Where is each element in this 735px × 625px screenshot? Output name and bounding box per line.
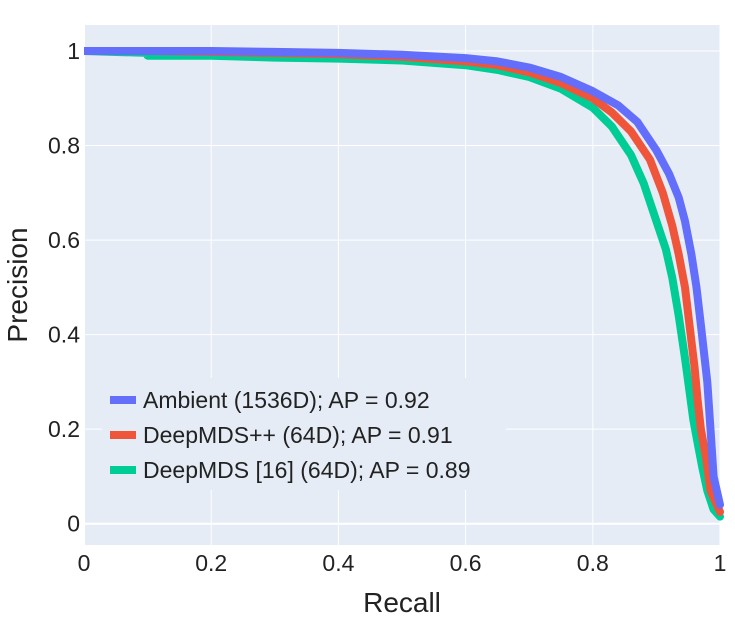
- x-axis-title: Recall: [363, 587, 441, 618]
- series-line: [84, 47, 724, 509]
- y-tick-label: 0: [67, 511, 80, 537]
- y-tick-label: 0.6: [48, 227, 80, 253]
- legend-label: DeepMDS++ (64D); AP = 0.91: [143, 422, 453, 448]
- y-tick-label: 0.8: [48, 133, 80, 159]
- y-tick-labels: 0 0.2 0.4 0.6 0.8 1: [48, 38, 80, 537]
- legend-label: DeepMDS [16] (64D); AP = 0.89: [143, 457, 471, 483]
- x-tick-label: 1: [714, 550, 727, 576]
- x-tick-label: 0: [78, 550, 91, 576]
- x-tick-labels: 0 0.2 0.4 0.6 0.8 1: [78, 550, 727, 576]
- x-tick-label: 0.6: [450, 550, 482, 576]
- y-axis-title: Precision: [2, 227, 33, 342]
- x-tick-label: 0.4: [322, 550, 354, 576]
- series-lines: [84, 47, 724, 521]
- y-tick-label: 0.4: [48, 322, 80, 348]
- legend-label: Ambient (1536D); AP = 0.92: [143, 387, 430, 413]
- x-tick-label: 0.8: [577, 550, 609, 576]
- legend: Ambient (1536D); AP = 0.92 DeepMDS++ (64D…: [102, 378, 506, 490]
- y-tick-label: 1: [67, 38, 80, 64]
- legend-background: [102, 378, 506, 490]
- x-tick-label: 0.2: [195, 550, 227, 576]
- y-tick-label: 0.2: [48, 416, 80, 442]
- series-line: [84, 47, 724, 521]
